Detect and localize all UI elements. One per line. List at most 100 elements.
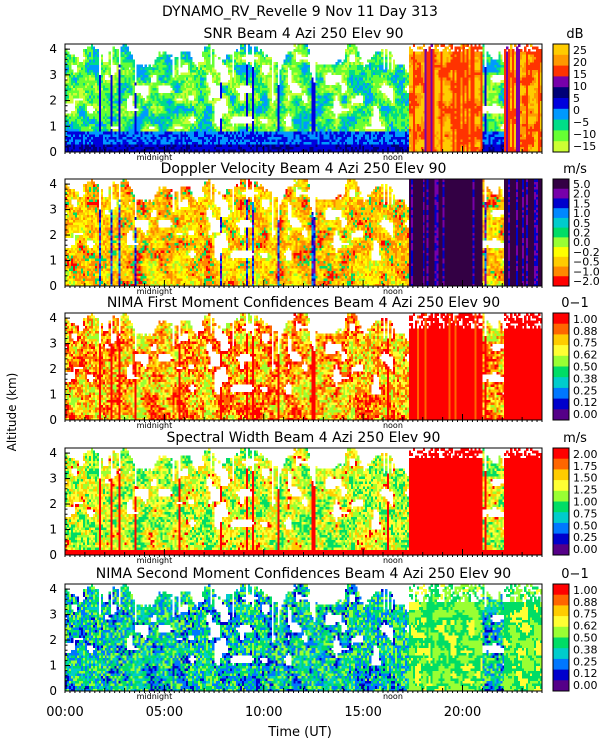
heatmap-cell — [259, 80, 263, 83]
heatmap-cell — [162, 74, 165, 78]
heatmap-cell — [301, 108, 304, 112]
heatmap-cell — [122, 74, 125, 78]
heatmap-cell — [84, 77, 88, 81]
heatmap-cell — [275, 128, 278, 132]
heatmap-cell — [124, 149, 127, 153]
heatmap-cell — [192, 82, 195, 86]
heatmap-cell — [176, 103, 179, 107]
heatmap-cell — [124, 56, 127, 60]
heatmap-cell — [90, 131, 94, 135]
heatmap-cell — [283, 105, 286, 109]
heatmap-cell — [152, 139, 155, 143]
heatmap-cell — [90, 72, 94, 76]
heatmap-cell — [148, 105, 151, 109]
heatmap-cell — [162, 105, 165, 109]
heatmap-cell — [92, 136, 96, 140]
heatmap-cell — [186, 54, 189, 58]
heatmap-cell — [275, 90, 278, 94]
heatmap-cell — [225, 118, 229, 122]
heatmap-cell — [118, 144, 121, 148]
heatmap-cell — [78, 80, 82, 83]
heatmap-cell — [200, 118, 203, 122]
heatmap-cell — [257, 69, 261, 73]
heatmap-cell — [265, 146, 269, 150]
heatmap-cell — [353, 82, 356, 86]
heatmap-cell — [255, 121, 259, 125]
heatmap-cell — [222, 92, 225, 96]
heatmap-cell — [164, 128, 167, 132]
heatmap-cell — [355, 67, 358, 71]
heatmap-cell — [150, 149, 153, 153]
heatmap-cell — [329, 144, 332, 148]
heatmap-cell — [335, 85, 338, 89]
heatmap-cell — [196, 136, 199, 140]
heatmap-cell — [351, 92, 354, 96]
heatmap-cell — [78, 92, 82, 96]
heatmap-cell — [66, 146, 70, 150]
heatmap-cell — [144, 146, 147, 150]
heatmap-cell — [327, 139, 330, 143]
heatmap-cell — [180, 74, 183, 78]
heatmap-cell — [124, 82, 127, 86]
heatmap-cell — [186, 123, 189, 127]
heatmap-cell — [263, 90, 267, 94]
heatmap-cell — [267, 136, 271, 140]
heatmap-cell — [275, 149, 278, 153]
heatmap-cell — [251, 95, 255, 99]
heatmap-cell — [65, 116, 68, 119]
heatmap-cell — [259, 67, 263, 71]
heatmap-cell — [237, 139, 241, 143]
heatmap-cell — [156, 92, 159, 96]
heatmap-cell — [104, 139, 108, 143]
heatmap-cell — [273, 92, 276, 96]
heatmap-cell — [243, 131, 247, 135]
heatmap-cell — [351, 110, 354, 114]
heatmap-cell — [295, 144, 298, 148]
heatmap-cell — [114, 87, 117, 91]
heatmap-cell — [200, 116, 203, 119]
heatmap-cell — [259, 123, 263, 127]
heatmap-cell — [220, 82, 223, 86]
heatmap-cell — [154, 144, 157, 148]
heatmap-cell — [337, 141, 340, 145]
heatmap-cell — [281, 105, 284, 109]
heatmap-cell — [212, 128, 215, 132]
heatmap-cell — [82, 64, 86, 68]
heatmap-cell — [315, 146, 318, 150]
heatmap-cell — [122, 128, 125, 132]
heatmap-cell — [65, 146, 68, 150]
heatmap-cell — [231, 134, 235, 137]
heatmap-cell — [331, 87, 334, 91]
heatmap-cell — [307, 144, 310, 148]
heatmap-cell — [170, 72, 173, 76]
heatmap-cell — [100, 108, 104, 112]
heatmap-cell — [186, 141, 189, 145]
heatmap-cell — [315, 110, 318, 114]
heatmap-cell — [88, 118, 92, 122]
heatmap-cell — [150, 116, 153, 119]
heatmap-cell — [206, 49, 209, 53]
heatmap-cell — [295, 141, 298, 145]
heatmap-cell — [82, 126, 86, 130]
heatmap-cell — [150, 100, 153, 104]
heatmap-cell — [218, 139, 221, 143]
heatmap-cell — [154, 103, 157, 107]
heatmap-cell — [180, 108, 183, 112]
heatmap-cell — [206, 62, 209, 65]
heatmap-cell — [116, 80, 119, 83]
heatmap-cell — [273, 139, 276, 143]
heatmap-cell — [174, 85, 177, 89]
heatmap-cell — [229, 128, 233, 132]
heatmap-cell — [80, 128, 84, 132]
heatmap-cell — [94, 144, 98, 148]
heatmap-cell — [265, 105, 269, 109]
heatmap-cell — [323, 134, 326, 137]
heatmap-cell — [212, 146, 215, 150]
heatmap-cell — [148, 95, 151, 99]
heatmap-cell — [321, 82, 324, 86]
heatmap-cell — [142, 103, 145, 107]
heatmap-cell — [130, 139, 133, 143]
heatmap-cell — [94, 103, 98, 107]
heatmap-cell — [285, 80, 288, 83]
heatmap-cell — [152, 87, 155, 91]
